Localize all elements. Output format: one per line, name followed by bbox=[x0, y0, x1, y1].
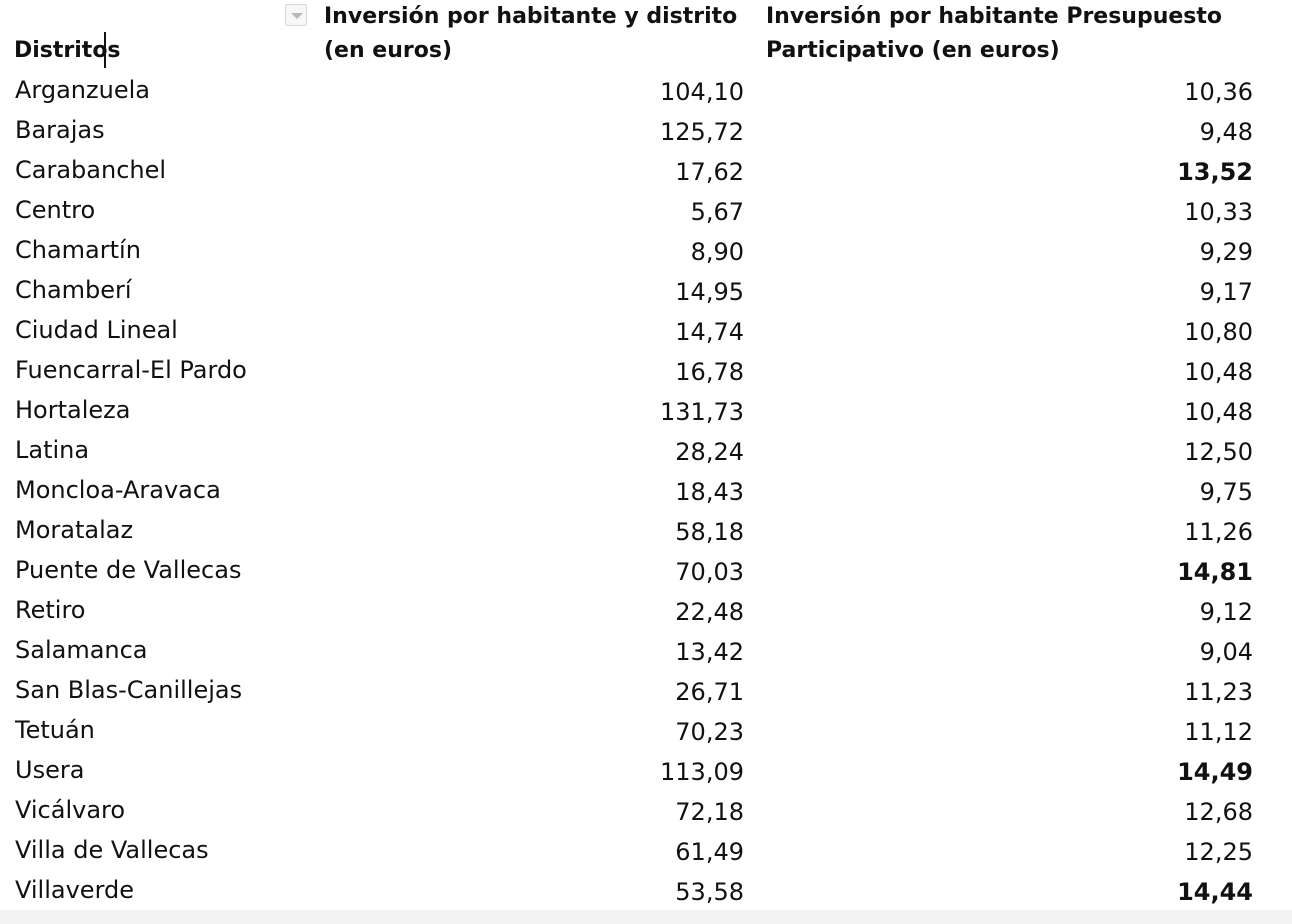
filter-dropdown-icon[interactable] bbox=[285, 4, 307, 26]
cell-district[interactable]: Villa de Vallecas bbox=[15, 836, 209, 864]
cell-participatory[interactable]: 10,80 bbox=[1184, 318, 1253, 346]
cell-investment[interactable]: 104,10 bbox=[660, 78, 744, 106]
cell-district[interactable]: Moratalaz bbox=[15, 516, 134, 544]
table-row[interactable]: Arganzuela 104,10 10,36 bbox=[0, 72, 1292, 112]
cell-district[interactable]: Hortaleza bbox=[15, 396, 131, 424]
cell-participatory[interactable]: 10,48 bbox=[1184, 398, 1253, 426]
table-row[interactable]: Usera 113,09 14,49 bbox=[0, 752, 1292, 792]
header-participatory[interactable]: Inversión por habitante Presupuesto Part… bbox=[766, 0, 1222, 68]
cell-investment[interactable]: 113,09 bbox=[660, 758, 744, 786]
cell-investment[interactable]: 70,03 bbox=[675, 558, 744, 586]
cell-investment[interactable]: 14,95 bbox=[675, 278, 744, 306]
table-row[interactable]: Tetuán 70,23 11,12 bbox=[0, 712, 1292, 752]
cell-investment[interactable]: 22,48 bbox=[675, 598, 744, 626]
text-cursor bbox=[104, 32, 106, 68]
table-row[interactable]: Latina 28,24 12,50 bbox=[0, 432, 1292, 472]
cell-investment[interactable]: 17,62 bbox=[675, 158, 744, 186]
cell-district[interactable]: Villaverde bbox=[15, 876, 135, 904]
header-participatory-line2: Participativo (en euros) bbox=[766, 38, 1060, 63]
table-row[interactable]: Villaverde 53,58 14,44 bbox=[0, 872, 1292, 912]
cell-participatory[interactable]: 10,33 bbox=[1184, 198, 1253, 226]
cell-district[interactable]: Tetuán bbox=[15, 716, 95, 744]
table-row[interactable]: Moratalaz 58,18 11,26 bbox=[0, 512, 1292, 552]
cell-district[interactable]: San Blas-Canillejas bbox=[15, 676, 243, 704]
cell-investment[interactable]: 18,43 bbox=[675, 478, 744, 506]
bottom-scroll-area[interactable] bbox=[0, 910, 1292, 924]
cell-participatory[interactable]: 13,52 bbox=[1177, 158, 1253, 186]
cell-investment[interactable]: 58,18 bbox=[675, 518, 744, 546]
cell-investment[interactable]: 61,49 bbox=[675, 838, 744, 866]
cell-investment[interactable]: 28,24 bbox=[675, 438, 744, 466]
cell-investment[interactable]: 14,74 bbox=[675, 318, 744, 346]
table-row[interactable]: Vicálvaro 72,18 12,68 bbox=[0, 792, 1292, 832]
header-investment-line2: (en euros) bbox=[324, 38, 452, 63]
cell-district[interactable]: Usera bbox=[15, 756, 85, 784]
cell-participatory[interactable]: 11,12 bbox=[1184, 718, 1253, 746]
cell-investment[interactable]: 72,18 bbox=[675, 798, 744, 826]
cell-district[interactable]: Fuencarral-El Pardo bbox=[15, 356, 247, 384]
cell-district[interactable]: Latina bbox=[15, 436, 90, 464]
cell-investment[interactable]: 53,58 bbox=[675, 878, 744, 906]
header-districts[interactable]: Distritos bbox=[14, 34, 121, 68]
cell-district[interactable]: Retiro bbox=[15, 596, 86, 624]
cell-district[interactable]: Puente de Vallecas bbox=[15, 556, 242, 584]
cell-participatory[interactable]: 14,49 bbox=[1177, 758, 1253, 786]
table-row[interactable]: Barajas 125,72 9,48 bbox=[0, 112, 1292, 152]
cell-district[interactable]: Ciudad Lineal bbox=[15, 316, 178, 344]
cell-district[interactable]: Moncloa-Aravaca bbox=[15, 476, 221, 504]
cell-district[interactable]: Vicálvaro bbox=[15, 796, 126, 824]
table-row[interactable]: Fuencarral-El Pardo 16,78 10,48 bbox=[0, 352, 1292, 392]
table-row[interactable]: Moncloa-Aravaca 18,43 9,75 bbox=[0, 472, 1292, 512]
cell-district[interactable]: Chamberí bbox=[15, 276, 132, 304]
cell-participatory[interactable]: 10,36 bbox=[1184, 78, 1253, 106]
table-row[interactable]: Salamanca 13,42 9,04 bbox=[0, 632, 1292, 672]
cell-participatory[interactable]: 11,26 bbox=[1184, 518, 1253, 546]
cell-district[interactable]: Carabanchel bbox=[15, 156, 167, 184]
table-row[interactable]: Retiro 22,48 9,12 bbox=[0, 592, 1292, 632]
table-row[interactable]: Hortaleza 131,73 10,48 bbox=[0, 392, 1292, 432]
cell-participatory[interactable]: 12,50 bbox=[1184, 438, 1253, 466]
cell-participatory[interactable]: 11,23 bbox=[1184, 678, 1253, 706]
cell-investment[interactable]: 70,23 bbox=[675, 718, 744, 746]
header-participatory-line1: Inversión por habitante Presupuesto bbox=[766, 4, 1223, 29]
cell-participatory[interactable]: 9,29 bbox=[1199, 238, 1253, 266]
cell-investment[interactable]: 5,67 bbox=[690, 198, 744, 226]
cell-district[interactable]: Barajas bbox=[15, 116, 105, 144]
cell-district[interactable]: Chamartín bbox=[15, 236, 141, 264]
cell-participatory[interactable]: 9,04 bbox=[1199, 638, 1253, 666]
cell-investment[interactable]: 26,71 bbox=[675, 678, 744, 706]
cell-participatory[interactable]: 10,48 bbox=[1184, 358, 1253, 386]
table-row[interactable]: Carabanchel 17,62 13,52 bbox=[0, 152, 1292, 192]
cell-participatory[interactable]: 9,48 bbox=[1199, 118, 1253, 146]
table-row[interactable]: Chamberí 14,95 9,17 bbox=[0, 272, 1292, 312]
cell-investment[interactable]: 16,78 bbox=[675, 358, 744, 386]
table-row[interactable]: Centro 5,67 10,33 bbox=[0, 192, 1292, 232]
table-row[interactable]: Chamartín 8,90 9,29 bbox=[0, 232, 1292, 272]
cell-district[interactable]: Centro bbox=[15, 196, 96, 224]
header-investment[interactable]: Inversión por habitante y distrito (en e… bbox=[324, 0, 737, 68]
table-row[interactable]: San Blas-Canillejas 26,71 11,23 bbox=[0, 672, 1292, 712]
table-row[interactable]: Puente de Vallecas 70,03 14,81 bbox=[0, 552, 1292, 592]
table-row[interactable]: Villa de Vallecas 61,49 12,25 bbox=[0, 832, 1292, 872]
cell-investment[interactable]: 13,42 bbox=[675, 638, 744, 666]
cell-participatory[interactable]: 14,44 bbox=[1177, 878, 1253, 906]
table-row[interactable]: Ciudad Lineal 14,74 10,80 bbox=[0, 312, 1292, 352]
cell-investment[interactable]: 131,73 bbox=[660, 398, 744, 426]
table-body: Arganzuela 104,10 10,36 Barajas 125,72 9,48 Ca… bbox=[0, 72, 1292, 912]
cell-investment[interactable]: 8,90 bbox=[690, 238, 744, 266]
cell-participatory[interactable]: 14,81 bbox=[1177, 558, 1253, 586]
header-districts-label: Distritos bbox=[14, 38, 121, 63]
cell-district[interactable]: Arganzuela bbox=[15, 76, 150, 104]
cell-participatory[interactable]: 9,75 bbox=[1199, 478, 1253, 506]
cell-participatory[interactable]: 12,68 bbox=[1184, 798, 1253, 826]
cell-investment[interactable]: 125,72 bbox=[660, 118, 744, 146]
cell-district[interactable]: Salamanca bbox=[15, 636, 148, 664]
cell-participatory[interactable]: 12,25 bbox=[1184, 838, 1253, 866]
header-investment-line1: Inversión por habitante y distrito bbox=[324, 4, 738, 29]
cell-participatory[interactable]: 9,17 bbox=[1199, 278, 1253, 306]
cell-participatory[interactable]: 9,12 bbox=[1199, 598, 1253, 626]
